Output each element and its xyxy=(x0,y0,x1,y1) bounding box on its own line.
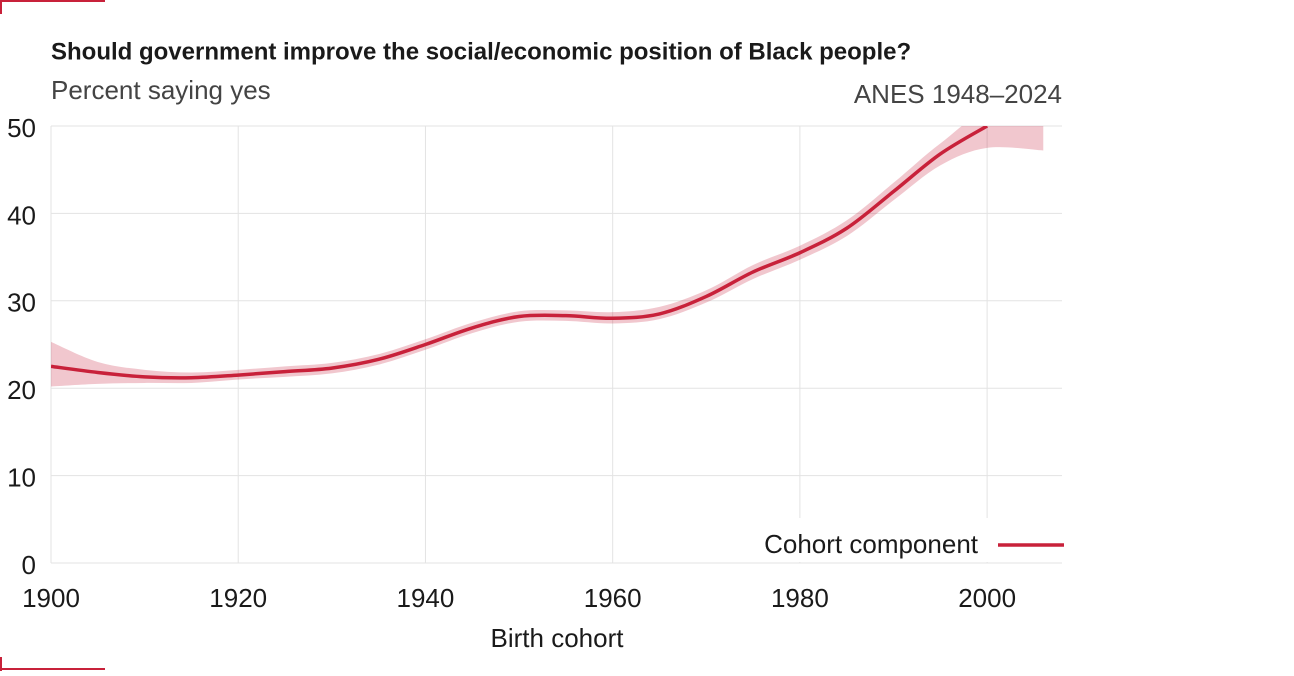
chart-source: ANES 1948–2024 xyxy=(854,79,1062,109)
confidence-band xyxy=(51,126,1044,387)
grid xyxy=(50,125,1062,564)
x-axis-label: Birth cohort xyxy=(491,623,625,653)
chart-subtitle: Percent saying yes xyxy=(51,75,271,105)
legend-label: Cohort component xyxy=(764,529,979,559)
x-tick-label: 2000 xyxy=(958,583,1016,613)
y-tick-label: 50 xyxy=(7,113,36,143)
legend: Cohort component xyxy=(720,518,1064,562)
plot-area xyxy=(51,126,1044,387)
y-tick-label: 40 xyxy=(7,200,36,230)
x-tick-label: 1940 xyxy=(397,583,455,613)
chart-title: Should government improve the social/eco… xyxy=(51,38,911,65)
x-tick-label: 1960 xyxy=(584,583,642,613)
x-tick-label: 1980 xyxy=(771,583,829,613)
x-tick-label: 1920 xyxy=(209,583,267,613)
y-tick-label: 30 xyxy=(7,288,36,318)
y-tick-label: 10 xyxy=(7,462,36,492)
y-tick-label: 20 xyxy=(7,375,36,405)
legend-background xyxy=(720,518,1064,562)
x-tick-label: 1900 xyxy=(22,583,80,613)
corner-mark xyxy=(0,0,105,14)
y-tick-label: 0 xyxy=(22,550,36,580)
corner-mark xyxy=(0,657,105,671)
series-line xyxy=(51,126,989,380)
